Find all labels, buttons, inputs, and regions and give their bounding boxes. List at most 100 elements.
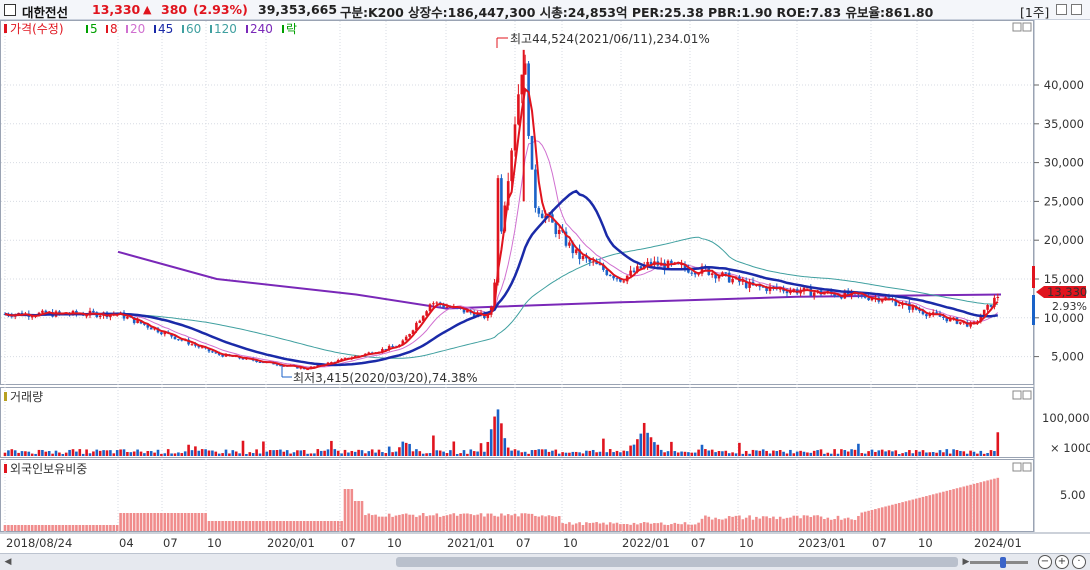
stock-chart[interactable]: 가격(수정) 5 8 20 45 60 120 240 락 최고44,524(2021/06/… [0,20,1090,553]
stock-select-checkbox[interactable] [4,4,16,16]
candle-body [30,316,34,318]
candle-body [778,288,782,290]
candle-body [146,324,150,328]
volume-bar [595,452,598,456]
foreign-bar [364,515,367,531]
price-tick-label: 40,000 [1044,78,1084,92]
volume-bar [200,449,204,456]
volume-bar [731,452,734,456]
volume-bar [197,450,201,456]
candle-body [887,297,891,299]
foreign-bar [948,489,952,531]
zoom-in-icon[interactable]: + [1055,555,1069,569]
foreign-bar [789,517,792,531]
foreign-bar [816,515,819,531]
volume-tick-label: 100,000 [1042,411,1090,425]
candle-body [404,336,408,341]
zoom-range-knob[interactable] [1000,557,1006,568]
foreign-bar [418,515,422,531]
foreign-bar [13,525,17,531]
zoom-reset-icon[interactable]: · [1072,555,1086,569]
foreign-panel-close-icon[interactable] [1012,462,1022,472]
ma8-path [4,87,999,370]
period-selector[interactable]: [1주] [1020,5,1050,20]
volume-bar [724,450,728,456]
scroll-right-icon[interactable]: ▶ [962,557,970,567]
candle-body [639,266,643,269]
foreign-bar [986,480,989,531]
scroll-left-icon[interactable]: ◀ [4,557,12,567]
candle-body [602,264,605,270]
foreign-bar [452,513,456,531]
candle-body [938,313,942,317]
volume-bar [421,453,425,456]
volume-bar [850,449,853,456]
candle-body [687,268,690,273]
candle-body [523,63,527,75]
stock-name[interactable]: 대한전선 [22,5,69,20]
volume-bar [986,452,989,456]
volume-bar [455,453,459,456]
candle-body [918,309,921,312]
volume-bar [166,449,170,456]
volume-bar [578,452,581,456]
foreign-panel-max-icon[interactable] [1022,462,1032,472]
foreign-bar [445,515,449,531]
volume-bar [442,451,445,456]
volume-bar [503,438,507,456]
candle-body [710,273,714,275]
price-panel-max-icon[interactable] [1022,22,1032,32]
panel-maximize-icon[interactable] [1071,4,1082,15]
volume-bar [462,450,466,456]
foreign-bar [656,523,660,531]
volume-bar [190,450,194,456]
volume-bar [693,452,697,456]
zoom-out-icon[interactable]: − [1038,555,1052,569]
volume-bar [823,453,826,456]
candle-body [806,287,809,289]
candle-body [680,264,683,266]
volume-bar [965,453,969,456]
price-panel-close-icon[interactable] [1012,22,1022,32]
volume-bar [58,452,61,456]
candle-body [391,346,394,348]
zoom-range-slider[interactable] [970,561,1028,564]
volume-bar [486,441,490,456]
volume-bar [836,453,840,456]
foreign-bar [608,522,612,531]
candle-body [908,303,911,310]
volume-bar [942,452,945,456]
foreign-bar [262,521,265,531]
volume-bar [721,451,724,456]
volume-bar [775,451,779,456]
candle-body [194,344,197,346]
volume-bar [540,449,544,456]
scroll-thumb[interactable] [396,557,958,567]
foreign-bar [493,515,496,531]
volume-bar [860,453,864,456]
foreign-bar [64,525,68,531]
panel-minimize-icon[interactable] [1056,4,1067,15]
candle-body [585,255,588,259]
candle-body [316,364,320,367]
volume-bar [265,451,269,456]
foreign-bar [877,508,881,531]
volume-bar [877,450,881,456]
foreign-bar [143,513,146,531]
date-tick-label: 07 [872,536,887,550]
volume-bar [989,450,993,456]
candle-body [180,339,184,341]
foreign-bar [438,516,442,531]
volume-bar [489,429,493,456]
foreign-bar [136,513,139,531]
chart-scrollbar[interactable]: ◀ ▶ − + · [0,553,1090,570]
foreign-bar [78,525,82,531]
volume-bar [316,449,320,456]
volume-panel-close-icon[interactable] [1012,390,1022,400]
foreign-bar [75,525,78,531]
foreign-bar [670,524,673,531]
foreign-bar [537,516,541,531]
candle-body [163,331,167,335]
volume-panel-max-icon[interactable] [1022,390,1032,400]
foreign-bar [476,514,479,531]
